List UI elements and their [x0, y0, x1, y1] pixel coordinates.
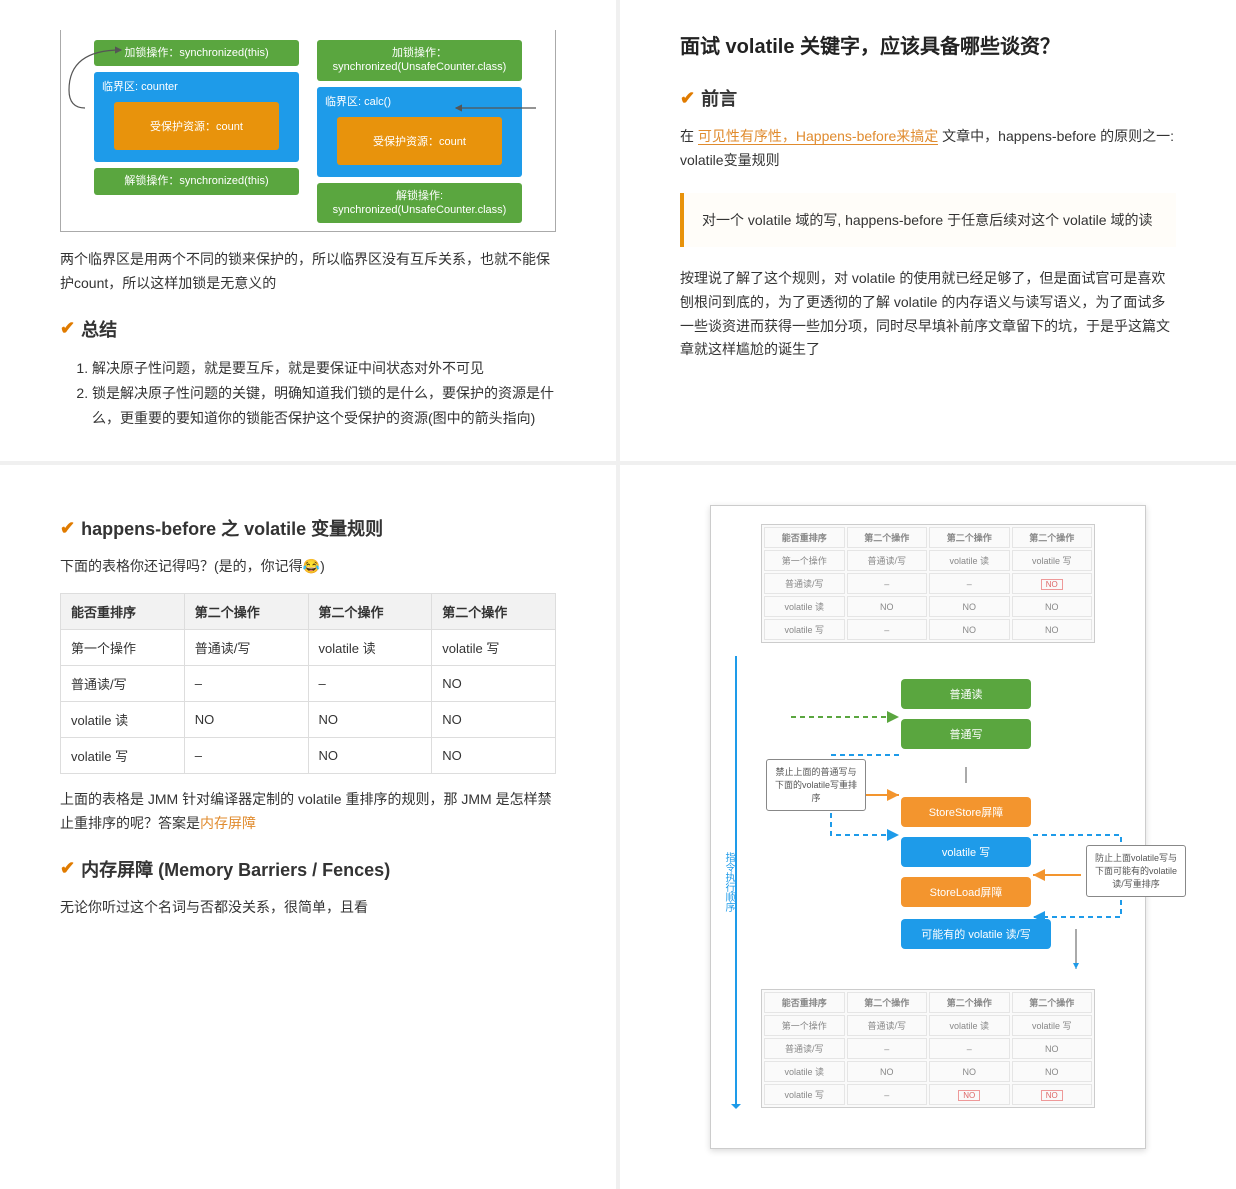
- para-remember: 下面的表格你还记得吗？(是的，你记得😂): [60, 555, 556, 579]
- seq-label: 指令执行顺序: [721, 852, 736, 912]
- mini-table-top: 能否重排序第二个操作第二个操作第二个操作 第一个操作普通读/写volatile …: [761, 524, 1095, 643]
- table-cell: NO: [432, 702, 556, 738]
- para-motivation: 按理说了解了这个规则，对 volatile 的使用就已经足够了，但是面试官可是喜…: [680, 267, 1176, 362]
- table-cell: –: [184, 666, 308, 702]
- table-cell: –: [184, 738, 308, 774]
- para-link: 在 可见性有序性，Happens-before来搞定 文章中，happens-b…: [680, 125, 1176, 173]
- article-title: 面试 volatile 关键字，应该具备哪些谈资？: [680, 30, 1176, 59]
- highlight-memory-barrier: 内存屏障: [200, 815, 256, 831]
- sync-diagram: 加锁操作：synchronized(this) 临界区: counter 受保护…: [60, 30, 556, 232]
- th: 第二个操作: [432, 594, 556, 630]
- node-normal-write: 普通写: [901, 719, 1031, 749]
- sequence-axis: 指令执行顺序: [725, 656, 743, 1108]
- laugh-emoji-icon: 😂: [303, 558, 320, 574]
- mini-table-bottom: 能否重排序第二个操作第二个操作第二个操作 第一个操作普通读/写volatile …: [761, 989, 1095, 1108]
- check-icon: ✔: [680, 88, 695, 109]
- critical-right: 临界区: calc() 受保护资源：count: [317, 87, 522, 177]
- quote-volatile-rule: 对一个 volatile 域的写, happens-before 于任意后续对这…: [680, 193, 1176, 247]
- node-volatile-write: volatile 写: [901, 837, 1031, 867]
- sync-right-col: 加锁操作： synchronized(UnsafeCounter.class) …: [317, 40, 522, 223]
- list-item: 解决原子性问题，就是要互斥，就是要保证中间状态对外不可见: [92, 356, 556, 381]
- table-cell: NO: [184, 702, 308, 738]
- table-cell: NO: [308, 702, 432, 738]
- node-maybe-volatile: 可能有的 volatile 读/写: [901, 919, 1051, 949]
- list-item: 锁是解决原子性问题的关键，明确知道我们锁的是什么，要保护的资源是什么，更重要的要…: [92, 381, 556, 431]
- panel-top-left: 加锁操作：synchronized(this) 临界区: counter 受保护…: [0, 0, 616, 461]
- critical-left: 临界区: counter 受保护资源：count: [94, 72, 299, 162]
- th: 第二个操作: [308, 594, 432, 630]
- table-cell: –: [308, 666, 432, 702]
- panel-bottom-right: 能否重排序第二个操作第二个操作第二个操作 第一个操作普通读/写volatile …: [620, 465, 1236, 1189]
- section-hb-rule: ✔ happens-before 之 volatile 变量规则: [60, 515, 556, 541]
- para-critical-explain: 两个临界区是用两个不同的锁来保护的，所以临界区没有互斥关系，也就不能保护coun…: [60, 248, 556, 296]
- sidebox-storestore: 禁止上面的普通写与下面的volatile写重排序: [766, 759, 866, 811]
- section-foreword-label: 前言: [701, 85, 737, 111]
- sidebox-storeload: 防止上面volatile写与下面可能有的volatile读/写重排序: [1086, 845, 1186, 897]
- protected-left: 受保护资源：count: [114, 102, 279, 150]
- section-summary-label: 总结: [81, 316, 117, 342]
- check-icon: ✔: [60, 318, 75, 339]
- th: 第二个操作: [184, 594, 308, 630]
- table-cell: NO: [432, 666, 556, 702]
- node-storestore: StoreStore屏障: [901, 797, 1031, 827]
- para-barrier-intro: 无论你听过这个名词与否都没关系，很简单，且看: [60, 896, 556, 920]
- para-jmm: 上面的表格是 JMM 针对编译器定制的 volatile 重排序的规则，那 JM…: [60, 788, 556, 836]
- section-summary: ✔ 总结: [60, 316, 556, 342]
- flow-column: 普通读 普通写 禁止上面的普通写与下面的volatile写重排序 StoreSt…: [821, 659, 1095, 989]
- table-cell: volatile 写: [61, 738, 185, 774]
- section-foreword: ✔ 前言: [680, 85, 1176, 111]
- summary-list: 解决原子性问题，就是要互斥，就是要保证中间状态对外不可见 锁是解决原子性问题的关…: [92, 356, 556, 432]
- panel-bottom-left: ✔ happens-before 之 volatile 变量规则 下面的表格你还…: [0, 465, 616, 1189]
- sync-left-col: 加锁操作：synchronized(this) 临界区: counter 受保护…: [94, 40, 299, 223]
- table-cell: 普通读/写: [61, 666, 185, 702]
- node-storeload: StoreLoad屏障: [901, 877, 1031, 907]
- section-hb-label: happens-before 之 volatile 变量规则: [81, 515, 383, 541]
- lock-op-right: 加锁操作： synchronized(UnsafeCounter.class): [317, 40, 522, 81]
- th: 能否重排序: [61, 594, 185, 630]
- lock-op-left: 加锁操作：synchronized(this): [94, 40, 299, 66]
- link-happens-before[interactable]: 可见性有序性，Happens-before来搞定: [698, 128, 938, 145]
- protected-right: 受保护资源：count: [337, 117, 502, 165]
- text-before-link: 在: [680, 128, 698, 144]
- table-cell: NO: [432, 738, 556, 774]
- check-icon: ✔: [60, 518, 75, 539]
- table-cell: NO: [308, 738, 432, 774]
- critical-label-left: 临界区: counter: [102, 78, 291, 94]
- critical-label-right: 临界区: calc(): [325, 93, 514, 109]
- table-cell: volatile 读: [308, 630, 432, 666]
- table-cell: volatile 读: [61, 702, 185, 738]
- table-cell: volatile 写: [432, 630, 556, 666]
- node-normal-read: 普通读: [901, 679, 1031, 709]
- unlock-op-left: 解锁操作：synchronized(this): [94, 168, 299, 194]
- unlock-op-right: 解锁操作: synchronized(UnsafeCounter.class): [317, 183, 522, 224]
- table-cell: 普通读/写: [184, 630, 308, 666]
- table-cell: 第一个操作: [61, 630, 185, 666]
- panel-top-right: 面试 volatile 关键字，应该具备哪些谈资？ ✔ 前言 在 可见性有序性，…: [620, 0, 1236, 461]
- flowchart: 能否重排序第二个操作第二个操作第二个操作 第一个操作普通读/写volatile …: [710, 505, 1146, 1149]
- reorder-table: 能否重排序 第二个操作 第二个操作 第二个操作 第一个操作普通读/写volati…: [60, 593, 556, 774]
